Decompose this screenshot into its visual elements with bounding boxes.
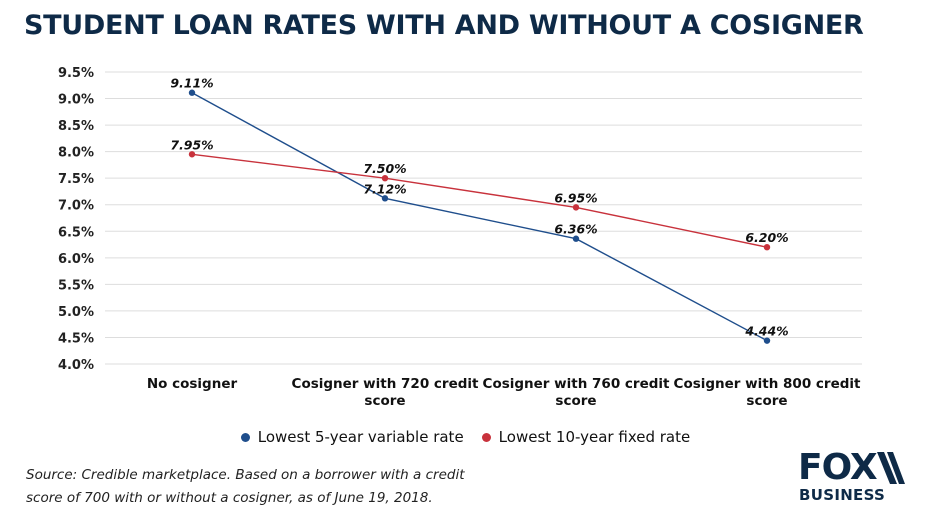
y-tick-label: 4.5% — [58, 331, 94, 346]
data-label: 6.36% — [554, 222, 597, 237]
x-tick-label: No cosigner — [147, 376, 238, 392]
x-tick-label: Cosigner with 760 credit — [483, 376, 670, 392]
y-tick-label: 6.5% — [58, 225, 94, 240]
y-tick-label: 8.5% — [58, 119, 94, 134]
data-point — [763, 337, 771, 344]
x-axis: No cosigner Cosigner with 720 creditscore… — [147, 376, 861, 409]
y-tick-label: 9.0% — [58, 93, 94, 108]
legend-swatch-blue — [240, 432, 250, 442]
legend: Lowest 5-year variable rate Lowest 10-ye… — [0, 428, 931, 446]
source-line-1: Source: Credible marketplace. Based on a… — [26, 467, 465, 483]
source-note: Source: Credible marketplace. Based on a… — [26, 464, 546, 510]
data-point — [572, 235, 580, 242]
data-label: 4.44% — [744, 324, 788, 339]
data-label: 7.95% — [170, 137, 213, 152]
grid-lines — [105, 71, 862, 365]
data-point — [381, 195, 389, 202]
data-label: 7.12% — [363, 181, 406, 196]
y-axis: 4.0% 4.5% 5.0% 5.5% 6.0% 6.5% 7.0% 7.5% 8.0% 8.5%… — [58, 66, 94, 373]
y-tick-label: 8.0% — [58, 146, 94, 161]
data-labels: 9.11% 7.12% 6.36% 4.44% 7.95% 7.50% 6.95% 6.20% — [170, 76, 788, 339]
legend-swatch-red — [481, 432, 491, 442]
legend-label-10-year-fixed: Lowest 10-year fixed rate — [498, 428, 691, 446]
data-point — [572, 204, 580, 211]
logo-stripes-icon — [877, 452, 905, 484]
legend-item-10-year-fixed: Lowest 10-year fixed rate — [481, 428, 691, 446]
logo-subtitle: BUSINESS — [799, 486, 886, 504]
y-tick-label: 6.0% — [58, 252, 94, 267]
legend-label-5-year-variable: Lowest 5-year variable rate — [257, 428, 464, 446]
data-label: 6.20% — [745, 230, 788, 245]
y-tick-label: 5.0% — [58, 305, 94, 320]
x-tick-label: score — [555, 393, 596, 409]
y-tick-label: 5.5% — [58, 278, 94, 293]
data-label: 7.50% — [363, 161, 406, 176]
fox-business-logo: FOX BUSINESS — [798, 450, 910, 506]
data-point — [381, 174, 389, 182]
chart-title: STUDENT LOAN RATES WITH AND WITHOUT A CO… — [24, 10, 864, 41]
y-tick-label: 4.0% — [58, 358, 94, 373]
logo-wordmark: FOX — [798, 447, 878, 488]
x-tick-label: score — [746, 393, 787, 409]
data-label: 6.95% — [554, 190, 597, 205]
y-tick-label: 7.5% — [58, 172, 94, 187]
y-tick-label: 9.5% — [58, 66, 94, 81]
source-line-2: score of 700 with or without a cosigner,… — [26, 490, 433, 506]
x-tick-label: Cosigner with 800 credit — [674, 376, 861, 392]
x-tick-label: Cosigner with 720 credit — [292, 376, 479, 392]
data-point — [763, 244, 771, 251]
series-line-0 — [191, 92, 768, 342]
series — [188, 89, 771, 344]
series-line-1 — [191, 153, 768, 248]
data-label: 9.11% — [170, 76, 213, 91]
data-point — [188, 151, 196, 158]
legend-item-5-year-variable: Lowest 5-year variable rate — [240, 428, 464, 446]
x-tick-label: score — [364, 393, 405, 409]
data-point — [188, 89, 196, 96]
y-tick-label: 7.0% — [58, 199, 94, 214]
